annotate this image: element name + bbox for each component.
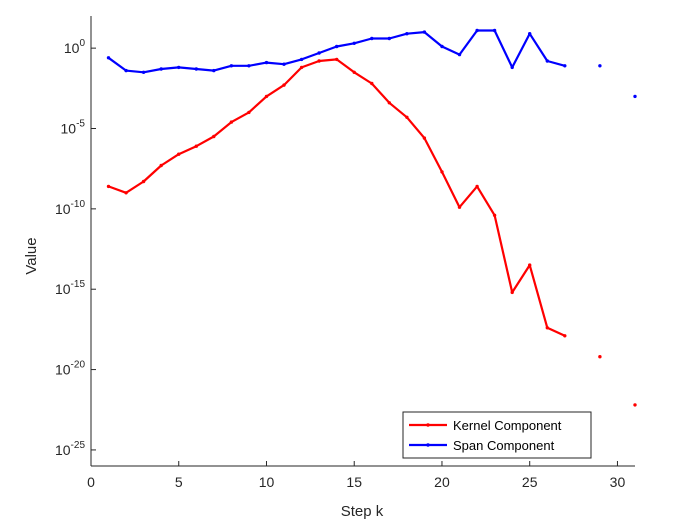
data-point-1-27: [598, 64, 602, 68]
data-point-0-27: [598, 355, 602, 359]
data-point-0-1: [124, 191, 128, 195]
data-point-0-9: [264, 94, 269, 99]
data-point-1-1: [124, 68, 128, 73]
y-tick-label: 10-15: [55, 279, 85, 297]
legend-box: [402, 411, 592, 459]
data-point-0-10: [282, 83, 286, 87]
x-tick-label: 15: [346, 474, 362, 490]
data-point-0-8: [247, 110, 251, 115]
data-point-0-15: [370, 81, 374, 86]
y-tick-label: 10-10: [55, 199, 85, 217]
plot-area: [91, 16, 635, 466]
data-point-0-22: [492, 213, 497, 217]
data-point-1-11: [299, 57, 304, 62]
series-layer: [106, 28, 637, 407]
data-point-0-17: [405, 115, 409, 120]
data-point-0-5: [194, 144, 198, 148]
data-point-1-8: [247, 64, 251, 68]
data-point-1-9: [264, 60, 269, 65]
data-point-1-13: [335, 44, 339, 49]
data-point-1-2: [141, 70, 146, 75]
data-point-1-26: [563, 64, 567, 68]
data-point-0-7: [229, 120, 234, 124]
data-point-0-19: [440, 170, 444, 174]
data-point-0-25: [545, 326, 549, 330]
data-point-1-28: [633, 94, 637, 99]
ticks-layer: 0 5 10 15 20 25 30 100 10-5 10-10 10-15 10-20 10-25: [55, 38, 625, 490]
data-point-0-6: [212, 134, 216, 139]
data-point-1-7: [229, 64, 234, 68]
x-tick-label: 0: [87, 474, 95, 490]
data-point-1-3: [159, 67, 163, 71]
data-point-1-6: [212, 68, 216, 73]
data-point-1-10: [282, 62, 286, 66]
data-point-0-2: [141, 179, 146, 184]
data-point-0-24: [528, 263, 532, 267]
y-tick-label: 100: [64, 38, 86, 56]
data-point-1-5: [194, 67, 198, 71]
x-tick-label: 20: [434, 474, 450, 490]
axes-layer: [90, 16, 635, 467]
data-point-1-4: [177, 65, 181, 70]
data-point-1-22: [492, 28, 497, 33]
data-point-0-16: [387, 101, 391, 105]
data-point-0-3: [159, 163, 163, 168]
data-point-1-19: [440, 44, 444, 49]
data-point-1-15: [370, 36, 374, 41]
y-tick-label: 10-5: [61, 119, 86, 137]
x-tick-label: 10: [259, 474, 275, 490]
data-point-1-23: [510, 65, 514, 70]
data-point-0-14: [352, 70, 356, 75]
data-point-0-26: [563, 334, 567, 338]
data-point-1-21: [475, 28, 479, 33]
data-point-1-0: [106, 56, 111, 60]
data-point-0-13: [335, 57, 339, 62]
plot-background: [91, 16, 635, 466]
data-point-0-21: [475, 184, 479, 189]
data-point-1-25: [545, 59, 549, 63]
data-point-1-24: [528, 32, 532, 36]
data-point-0-18: [422, 136, 427, 140]
data-point-0-0: [106, 184, 111, 189]
data-point-1-17: [405, 32, 409, 36]
legend-label: Span Component: [453, 438, 555, 453]
data-point-0-11: [299, 65, 304, 70]
y-tick-label: 10-25: [55, 440, 85, 458]
x-axis-label: Step k: [341, 503, 384, 520]
x-tick-label: 5: [175, 474, 183, 490]
data-point-1-18: [422, 30, 427, 34]
data-point-1-12: [317, 51, 321, 55]
legend-label: Kernel Component: [453, 418, 562, 433]
y-tick-label: 10-20: [55, 360, 85, 378]
data-point-1-20: [457, 52, 462, 57]
data-point-0-12: [317, 59, 321, 63]
legend-marker-1: [426, 443, 430, 447]
x-tick-label: 30: [610, 474, 626, 490]
y-axis-label: Value: [23, 237, 40, 274]
data-point-0-4: [177, 152, 181, 156]
data-point-0-28: [633, 403, 637, 407]
data-point-0-20: [457, 205, 462, 209]
legend: Kernel Component Span Component: [402, 411, 592, 459]
data-point-0-23: [510, 290, 514, 295]
data-point-1-16: [387, 36, 391, 41]
x-tick-label: 25: [522, 474, 538, 490]
data-point-1-14: [352, 41, 356, 45]
legend-marker-0: [426, 423, 430, 427]
